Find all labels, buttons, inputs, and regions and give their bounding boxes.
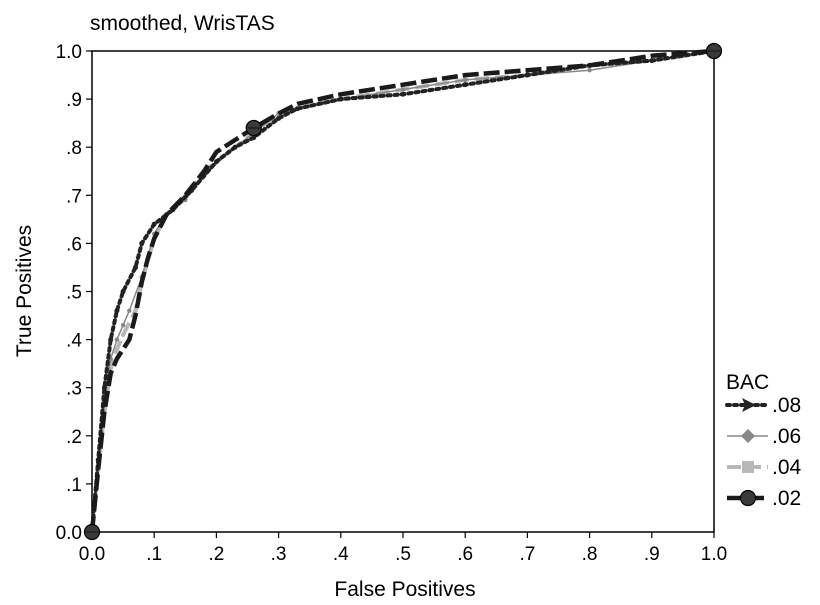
series-layer [89, 48, 717, 535]
data-point [251, 135, 257, 141]
y-tick-label: .1 [66, 475, 82, 496]
x-tick-label: 1.0 [701, 544, 727, 565]
x-tick-label: .9 [644, 544, 660, 565]
data-point [101, 385, 107, 391]
x-axis-title: False Positives [334, 578, 475, 601]
data-point [524, 72, 530, 78]
x-tick-label: .5 [395, 544, 411, 565]
data-point [151, 221, 157, 227]
series-line-06 [91, 50, 715, 533]
data-point [139, 240, 145, 246]
data-point [213, 159, 219, 165]
y-tick-label: .9 [66, 90, 82, 111]
legend-marker-diamond [741, 429, 755, 443]
plot-area-frame [91, 50, 715, 533]
x-tick-label: .3 [271, 544, 287, 565]
y-tick-label: 0.0 [56, 523, 82, 544]
y-tick-label: .4 [66, 331, 82, 352]
data-point [120, 322, 126, 328]
y-tick-label: .5 [66, 283, 82, 304]
endpoint-markers [83, 42, 723, 541]
x-tick-label: .2 [208, 544, 224, 565]
series-line-08 [90, 49, 716, 534]
x-axis: 0.0 .1 .2 .3 .4 .5 .6 .7 .8 .9 1.0 [79, 532, 727, 565]
data-point [133, 308, 138, 313]
series-line-02 [89, 48, 715, 533]
data-point [120, 332, 126, 337]
legend-marker-circle [739, 489, 757, 507]
data-point [462, 82, 468, 88]
y-axis-title: True Positives [13, 225, 36, 357]
x-tick-label: .7 [519, 544, 535, 565]
y-tick-label: 1.0 [56, 42, 82, 63]
chart-title: smoothed, WrisTAS [90, 12, 275, 35]
legend-label: .02 [772, 487, 801, 510]
x-tick-label: .6 [457, 544, 473, 565]
data-point [108, 337, 114, 343]
data-point [400, 91, 406, 97]
data-point [649, 58, 655, 64]
data-point [232, 144, 238, 150]
legend-marker-arrow [742, 398, 756, 412]
data-point [120, 289, 126, 294]
data-point [294, 106, 300, 112]
data-point [114, 337, 120, 342]
data-point [400, 87, 406, 92]
series-line-04 [90, 49, 715, 533]
legend: BAC .08 .06 .04 .02 [725, 371, 802, 510]
legend-label: .04 [772, 456, 802, 479]
legend-marker-square [742, 461, 754, 473]
x-tick-label: .8 [582, 544, 598, 565]
data-point [463, 77, 468, 83]
legend-title: BAC [726, 371, 769, 394]
data-point [114, 308, 120, 314]
y-tick-label: .2 [66, 427, 82, 448]
data-point [127, 308, 132, 313]
legend-label: .08 [772, 394, 801, 417]
x-tick-label: 0.0 [79, 544, 105, 565]
y-tick-label: .8 [66, 138, 82, 159]
data-point [133, 264, 139, 270]
legend-label: .06 [772, 425, 801, 448]
x-tick-label: .1 [146, 544, 162, 565]
y-tick-label: .7 [66, 186, 82, 207]
y-tick-label: .3 [66, 379, 82, 400]
x-tick-label: .4 [333, 544, 349, 565]
data-point [587, 68, 592, 73]
data-point [276, 115, 282, 121]
y-axis: 0.0 .1 .2 .3 .4 .5 .6 .7 .8 .9 1.0 [56, 42, 92, 544]
data-point [114, 347, 120, 352]
data-point [338, 96, 344, 102]
y-tick-label: .6 [66, 234, 82, 255]
